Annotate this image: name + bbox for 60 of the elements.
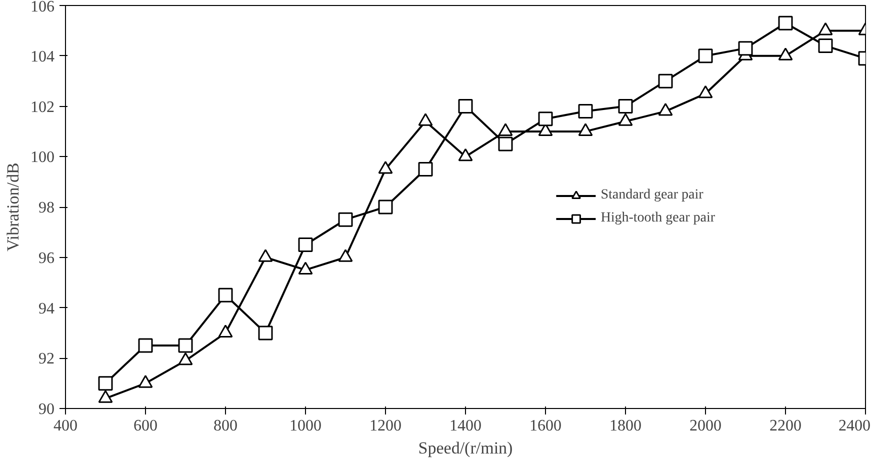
point xyxy=(178,352,193,366)
point xyxy=(218,324,233,338)
legend-label: High-tooth gear pair xyxy=(600,210,715,226)
point xyxy=(498,136,513,152)
y-tick-label: 100 xyxy=(30,149,54,166)
y-tick-label: 102 xyxy=(30,98,54,116)
point xyxy=(738,41,753,56)
x-tick-label: 800 xyxy=(214,418,238,434)
x-tick-label: 1200 xyxy=(370,418,402,434)
point xyxy=(658,74,673,88)
point xyxy=(458,99,473,114)
point xyxy=(818,22,833,36)
x-tick-label: 600 xyxy=(134,418,158,434)
point xyxy=(338,212,353,227)
point xyxy=(298,238,313,252)
y-tick-label: 90 xyxy=(38,401,54,418)
point xyxy=(178,338,193,353)
point xyxy=(698,48,713,64)
point xyxy=(658,103,673,116)
point xyxy=(538,112,553,126)
point xyxy=(618,99,633,114)
y-tick-label: 106 xyxy=(30,0,54,16)
point xyxy=(418,113,433,126)
point xyxy=(498,123,513,136)
point xyxy=(298,262,313,274)
point xyxy=(378,160,393,174)
x-tick-label: 2200 xyxy=(770,418,802,434)
point xyxy=(778,16,793,30)
y-axis-title: Vibration/dB xyxy=(4,162,22,252)
y-tick-label: 96 xyxy=(38,250,54,267)
point xyxy=(258,249,273,262)
y-tick-label: 94 xyxy=(38,300,54,318)
y-tick-label: 92 xyxy=(38,350,54,368)
x-tick-label: 2400 xyxy=(838,418,870,434)
x-axis-title: Speed/(r/min) xyxy=(418,438,513,458)
y-tick-label: 104 xyxy=(30,48,54,66)
point xyxy=(218,288,233,302)
point xyxy=(698,85,713,98)
point xyxy=(578,104,593,119)
y-tick-label: 98 xyxy=(38,200,54,216)
legend-label: Standard gear pair xyxy=(600,187,704,203)
point xyxy=(618,113,633,126)
point xyxy=(138,375,153,388)
point xyxy=(458,148,473,162)
point xyxy=(258,326,273,340)
point xyxy=(338,249,353,262)
point xyxy=(98,390,113,403)
point xyxy=(418,162,433,176)
point xyxy=(578,123,593,136)
x-tick-label: 1400 xyxy=(450,418,482,434)
point xyxy=(818,38,833,54)
x-tick-label: 1600 xyxy=(530,418,562,434)
point xyxy=(778,48,793,60)
x-tick-label: 400 xyxy=(54,418,78,434)
point xyxy=(138,338,153,353)
x-tick-label: 1800 xyxy=(610,418,642,434)
point xyxy=(378,200,393,214)
x-tick-label: 2000 xyxy=(690,418,722,434)
x-tick-label: 1000 xyxy=(290,418,322,434)
point xyxy=(98,376,113,391)
